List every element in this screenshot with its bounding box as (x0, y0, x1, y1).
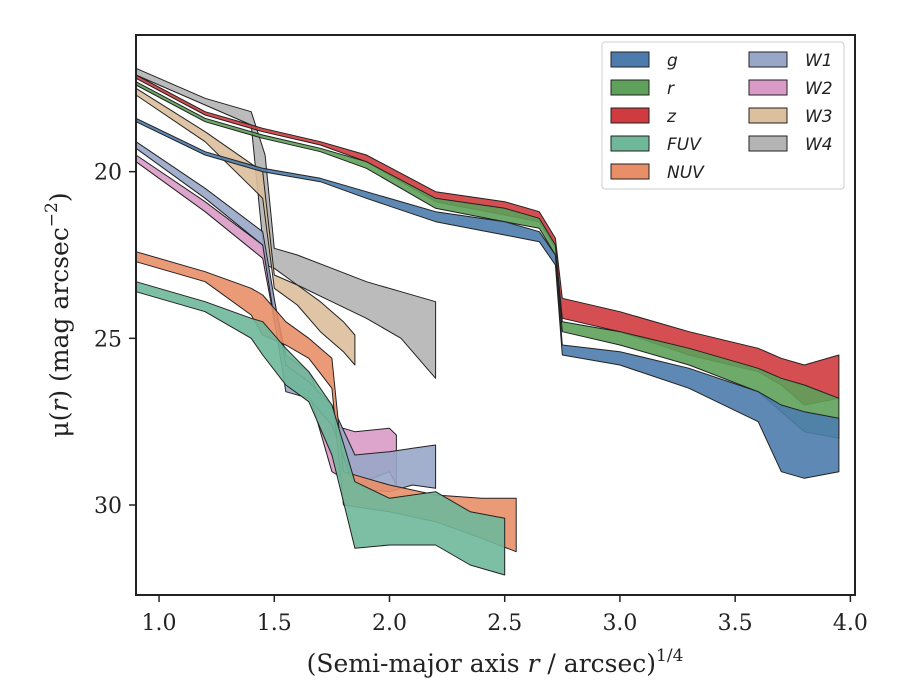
series-band-w3 (135, 87, 356, 366)
x-axis-label: (Semi-major axis r / arcsec)1/4 (307, 646, 684, 678)
y-axis-ticks: 20 25 30 (94, 161, 136, 519)
y-axis-label-exponent: −2 (42, 202, 62, 227)
legend-label-z: z (666, 107, 677, 127)
series-band-g (135, 117, 840, 479)
x-tick-label: 4.0 (833, 611, 868, 636)
legend-label-r: r (667, 79, 675, 99)
series-bands (135, 67, 840, 576)
legend-label-nuv: NUV (667, 163, 705, 183)
x-tick-label: 1.5 (257, 611, 292, 636)
legend-label-w1: W1 (805, 51, 833, 71)
y-axis-label-suffix: ) (mag arcsec (45, 227, 74, 400)
legend-label-w3: W3 (805, 107, 833, 127)
x-tick-label: 2.0 (372, 611, 407, 636)
legend-swatch-w4 (748, 135, 788, 152)
y-tick-label: 25 (94, 327, 122, 352)
legend-label-w2: W2 (805, 79, 833, 99)
y-axis-label-prefix: μ( (45, 412, 74, 438)
legend-swatch-w2 (748, 79, 788, 96)
x-axis-label-exponent: 1/4 (656, 646, 683, 666)
x-axis-label-var: r (528, 649, 542, 678)
legend-swatch-fuv (610, 135, 650, 152)
legend-swatch-z (610, 107, 650, 124)
y-tick-label: 20 (94, 161, 122, 186)
x-tick-label: 3.0 (602, 611, 637, 636)
x-tick-label: 2.5 (487, 611, 522, 636)
legend: grz FUV NUV W1 W2 W3 W4 (601, 41, 845, 190)
y-axis-label-var: r (45, 398, 74, 412)
series-band-fuv (135, 281, 506, 576)
x-tick-label: 1.0 (142, 611, 177, 636)
legend-label-g: g (667, 51, 678, 71)
legend-swatch-nuv (610, 163, 650, 180)
y-axis-label: μ(r) (mag arcsec−2) (42, 192, 74, 437)
x-axis-label-prefix: (Semi-major axis (307, 649, 528, 678)
legend-swatch-w3 (748, 107, 788, 124)
legend-box (601, 41, 845, 190)
legend-swatch-g (610, 51, 650, 68)
legend-swatch-w1 (748, 51, 788, 68)
y-axis-label-close: ) (45, 192, 74, 202)
x-axis-label-suffix: / arcsec) (539, 649, 656, 678)
y-tick-label: 30 (94, 494, 122, 519)
legend-label-w4: W4 (805, 135, 833, 155)
plot-frame (135, 34, 856, 596)
legend-label-fuv: FUV (667, 135, 702, 155)
x-axis-ticks: 1.0 1.5 2.0 2.5 3.0 3.5 4.0 (142, 595, 868, 636)
legend-swatch-r (610, 79, 650, 96)
x-tick-label: 3.5 (718, 611, 753, 636)
